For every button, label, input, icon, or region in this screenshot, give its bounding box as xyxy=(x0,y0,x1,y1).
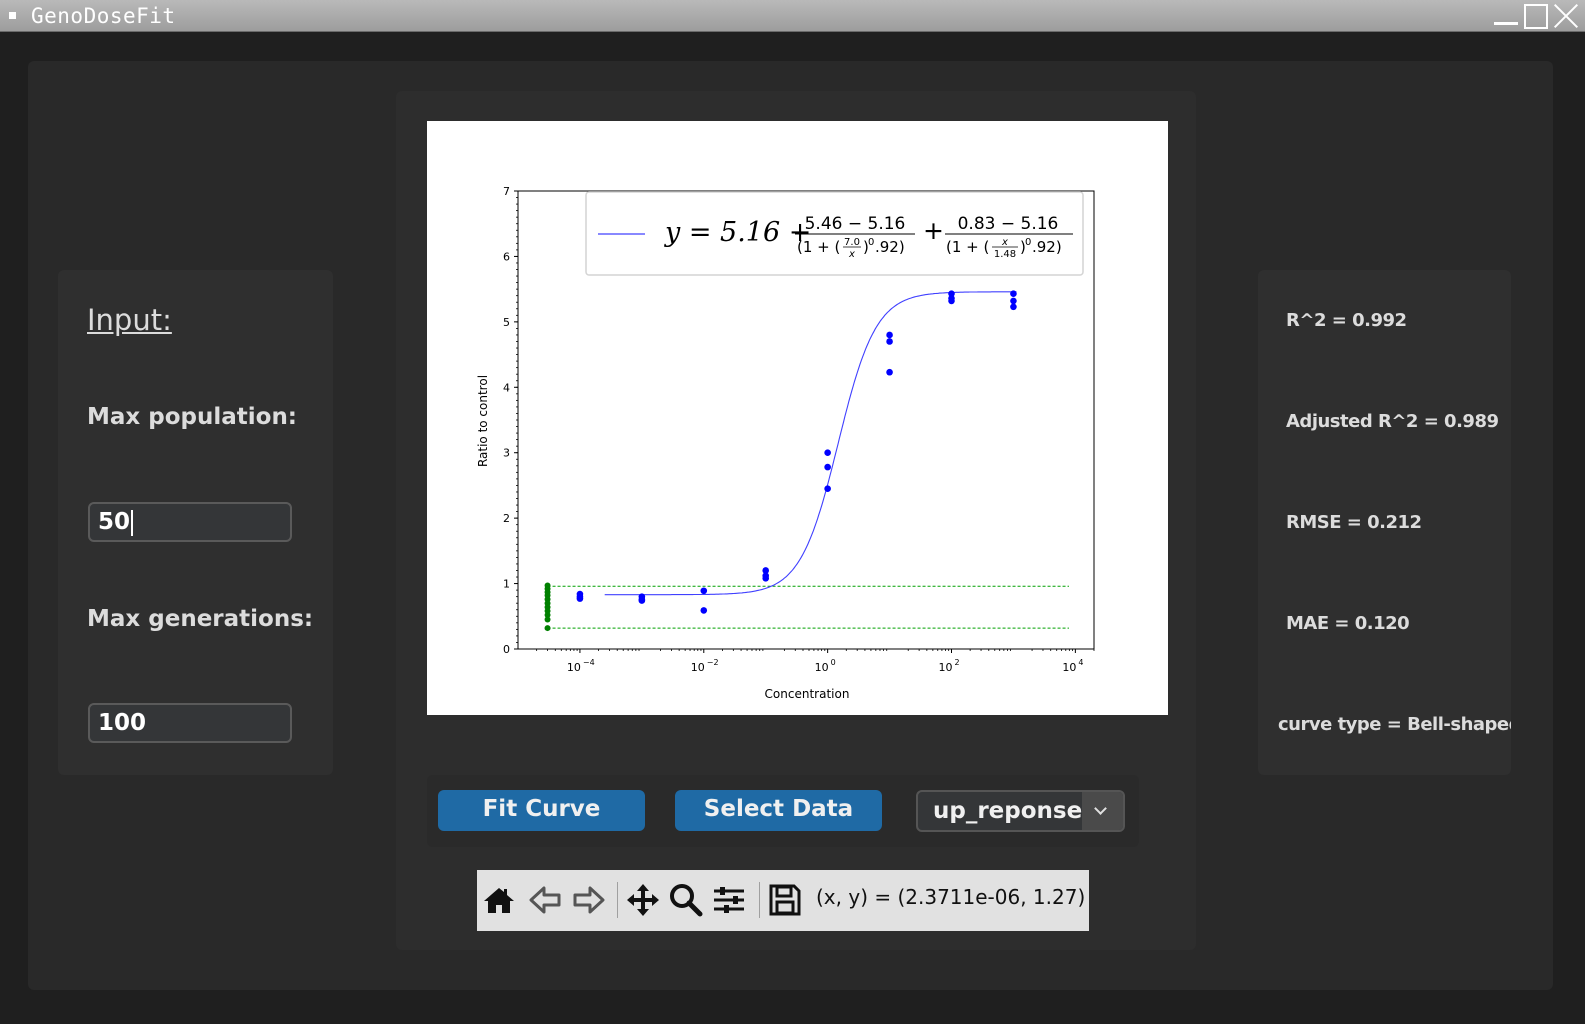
x-tick-label: 10 xyxy=(691,661,705,674)
input-heading: Input: xyxy=(87,303,172,337)
maximize-button[interactable] xyxy=(1524,4,1548,29)
x-tick-exponent: −4 xyxy=(583,658,595,667)
response-type-dropdown[interactable]: up_reponse xyxy=(916,790,1125,832)
max-population-input[interactable]: 50 xyxy=(88,502,292,542)
x-tick-label: 10 xyxy=(567,661,581,674)
legend-frac1-den-pre: (1 + ( xyxy=(797,238,840,256)
curve-type-metric: curve type = Bell-shaped xyxy=(1278,714,1511,735)
legend-frac1-exp: 0 xyxy=(868,237,874,248)
data-point xyxy=(824,463,831,471)
control-point xyxy=(544,616,551,623)
data-point xyxy=(1010,297,1017,305)
plot-canvas[interactable]: 0 1 2 3 4 5 6 7 10 −4 10 −2 10 0 10 2 10 4 y = 5.16 + 5.4… xyxy=(427,121,1168,715)
toolbar-separator xyxy=(759,882,760,918)
mae-metric: MAE = 0.120 xyxy=(1286,613,1410,634)
x-tick-exponent: 4 xyxy=(1078,658,1083,667)
configure-subplots-icon[interactable] xyxy=(711,882,747,918)
adjusted-r2-metric: Adjusted R^2 = 0.989 xyxy=(1286,411,1499,432)
data-point xyxy=(700,607,708,614)
y-tick-label: 7 xyxy=(503,185,510,198)
select-data-button[interactable]: Select Data xyxy=(675,790,882,831)
data-point xyxy=(576,595,584,602)
legend-frac1-numerator: 5.46 − 5.16 xyxy=(805,214,906,234)
data-point xyxy=(1010,303,1017,311)
y-axis-label: Ratio to control xyxy=(476,375,490,467)
forward-arrow-icon[interactable] xyxy=(571,882,607,918)
legend-frac2-tail: .92) xyxy=(1032,238,1062,256)
zoom-icon[interactable] xyxy=(668,882,704,918)
data-point xyxy=(948,290,955,298)
x-tick-exponent: −2 xyxy=(707,658,719,667)
save-icon[interactable] xyxy=(767,882,803,918)
legend-frac2-den-post: ) xyxy=(1020,238,1026,256)
data-point xyxy=(824,485,831,493)
home-icon[interactable] xyxy=(481,882,517,918)
legend-frac1-tail: .92) xyxy=(875,238,905,256)
x-tick-label: 10 xyxy=(939,661,953,674)
data-point xyxy=(638,597,646,604)
control-point xyxy=(544,611,551,618)
legend-frac2-inner-num: x xyxy=(1001,237,1008,248)
legend-frac2-inner-den: 1.48 xyxy=(994,249,1016,260)
y-tick-label: 5 xyxy=(503,316,510,329)
y-tick-label: 3 xyxy=(503,447,510,460)
data-point xyxy=(700,587,708,595)
legend-frac1-den-post: ) xyxy=(863,238,869,256)
x-axis-label: Concentration xyxy=(765,687,850,701)
x-tick-exponent: 2 xyxy=(955,658,960,667)
fit-curve-button[interactable]: Fit Curve xyxy=(438,790,645,831)
rmse-metric: RMSE = 0.212 xyxy=(1286,512,1422,533)
fit-curve-line xyxy=(604,291,1017,596)
app-icon xyxy=(9,12,16,19)
action-bar: Fit Curve Select Data up_reponse xyxy=(427,775,1139,847)
y-tick-label: 4 xyxy=(503,381,510,394)
y-tick-label: 0 xyxy=(503,643,510,656)
control-point xyxy=(544,625,551,632)
legend-frac2-exp: 0 xyxy=(1025,237,1031,248)
minimize-button[interactable] xyxy=(1494,3,1518,27)
chart-legend: y = 5.16 + 5.46 − 5.16 (1 + ( 7.0 x ) 0 … xyxy=(585,191,1084,276)
max-generations-value: 100 xyxy=(98,710,147,736)
data-point xyxy=(824,449,831,457)
x-tick-label: 10 xyxy=(1062,661,1076,674)
max-generations-input[interactable]: 100 xyxy=(88,703,292,743)
max-population-label: Max population: xyxy=(87,404,298,430)
window-title: GenoDoseFit xyxy=(31,4,176,28)
data-point xyxy=(1010,290,1017,298)
window-titlebar[interactable]: GenoDoseFit xyxy=(0,0,1585,32)
x-tick-label: 10 xyxy=(815,661,829,674)
data-point xyxy=(886,338,893,345)
r2-metric: R^2 = 0.992 xyxy=(1286,310,1407,331)
plot-navigation-toolbar: (x, y) = (2.3711e-06, 1.27) xyxy=(477,870,1089,931)
data-point xyxy=(762,567,770,574)
close-button[interactable] xyxy=(1554,3,1578,27)
legend-frac1-inner-num: 7.0 xyxy=(844,237,860,248)
y-tick-label: 1 xyxy=(503,578,510,591)
dropdown-selected-value: up_reponse xyxy=(933,798,1083,824)
legend-lhs: y = 5.16 + xyxy=(664,217,811,248)
y-tick-label: 2 xyxy=(503,512,510,525)
legend-frac2-den-pre: (1 + ( xyxy=(946,238,989,256)
data-point xyxy=(886,368,893,376)
max-generations-label: Max generations: xyxy=(87,606,314,632)
back-arrow-icon[interactable] xyxy=(527,882,563,918)
data-point xyxy=(886,331,893,339)
x-tick-exponent: 0 xyxy=(831,658,836,667)
data-point xyxy=(948,297,955,305)
max-population-value: 50 xyxy=(98,509,131,535)
legend-frac2-numerator: 0.83 − 5.16 xyxy=(958,214,1059,234)
data-point xyxy=(762,575,770,582)
input-panel: Input: Max population: 50 Max generation… xyxy=(58,270,333,775)
y-tick-label: 6 xyxy=(503,250,510,263)
chevron-down-icon[interactable] xyxy=(1082,792,1123,830)
legend-frac1-inner-den: x xyxy=(848,249,855,260)
cursor-coordinates: (x, y) = (2.3711e-06, 1.27) xyxy=(816,885,1086,909)
pan-icon[interactable] xyxy=(625,882,661,918)
toolbar-separator xyxy=(617,882,618,918)
metrics-panel: R^2 = 0.992 Adjusted R^2 = 0.989 RMSE = … xyxy=(1258,270,1511,775)
text-caret xyxy=(131,509,134,536)
legend-plus: + xyxy=(923,216,944,245)
